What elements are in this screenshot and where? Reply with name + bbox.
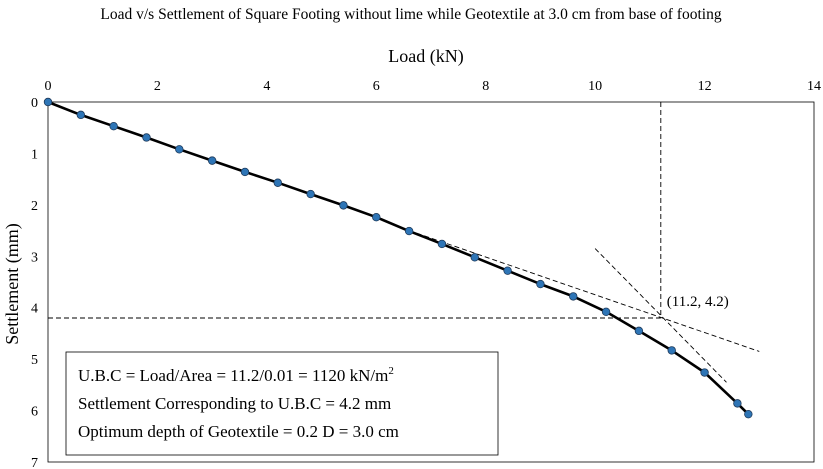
x-tick-label-3: 6 [373,79,380,94]
data-point [404,226,414,236]
data-point [43,97,53,107]
data-series [43,97,753,419]
y-axis-title: Settlement (mm) [2,223,23,344]
data-point [142,133,151,142]
y-tick-label-5: 5 [31,353,38,368]
x-tick-label-2: 4 [263,79,270,94]
data-point [207,156,217,165]
x-tick-label-6: 12 [698,79,712,94]
tangent-line-1 [594,248,727,383]
data-point [700,368,709,377]
y-tick-label-3: 3 [31,250,38,265]
data-point [536,279,545,289]
y-tick-label-1: 1 [31,147,38,162]
data-point [109,121,118,131]
data-point [273,178,282,187]
x-tick-label-0: 0 [45,79,52,94]
x-tick-label-4: 8 [482,79,489,94]
data-point [744,409,753,419]
data-point [569,292,578,301]
tangent-line-0 [408,230,760,352]
data-point [503,266,512,275]
x-tick-label-5: 10 [588,79,602,94]
data-point [634,326,644,336]
text-box-line-2: Settlement Corresponding to U.B.C = 4.2 … [78,394,391,413]
data-point [372,212,381,222]
x-tick-labels: 0 2 4 6 8 10 12 14 [45,79,822,94]
data-point [667,346,676,355]
data-point [175,145,184,154]
text-box-line-1-superscript: 2 [388,365,394,377]
reference-lines [48,102,662,319]
x-axis-title: Load (kN) [388,46,463,67]
text-box-line-1: U.B.C = Load/Area = 11.2/0.01 = 1120 kN/… [78,365,394,385]
chart-title: Load v/s Settlement of Square Footing wi… [100,6,721,23]
y-tick-label-7: 7 [31,456,38,469]
data-point [470,253,479,262]
x-tick-label-1: 2 [154,79,161,94]
text-box-line-1-main: U.B.C = Load/Area = 11.2/0.01 = 1120 kN/… [78,366,388,385]
text-box-line-3: Optimum depth of Geotextile = 0.2 D = 3.… [78,422,399,441]
y-tick-label-0: 0 [31,96,38,111]
data-point [339,201,348,210]
plot-area-frame [47,101,815,463]
data-point [733,399,742,408]
y-tick-label-2: 2 [31,199,38,214]
text-box-frame [65,351,499,456]
x-tick-label-7: 14 [807,79,821,94]
point-annotation: (11.2, 4.2) [667,294,729,310]
y-tick-labels: 0 1 2 3 4 5 6 7 [31,96,38,469]
data-point [601,307,611,317]
data-point [437,239,447,249]
y-tick-label-4: 4 [31,302,38,317]
data-point [240,167,250,177]
data-point [76,110,86,120]
tangent-lines [408,230,760,383]
data-point [306,189,315,199]
y-tick-label-6: 6 [31,405,38,420]
ubc-text-box: U.B.C = Load/Area = 11.2/0.01 = 1120 kN/… [65,351,499,456]
